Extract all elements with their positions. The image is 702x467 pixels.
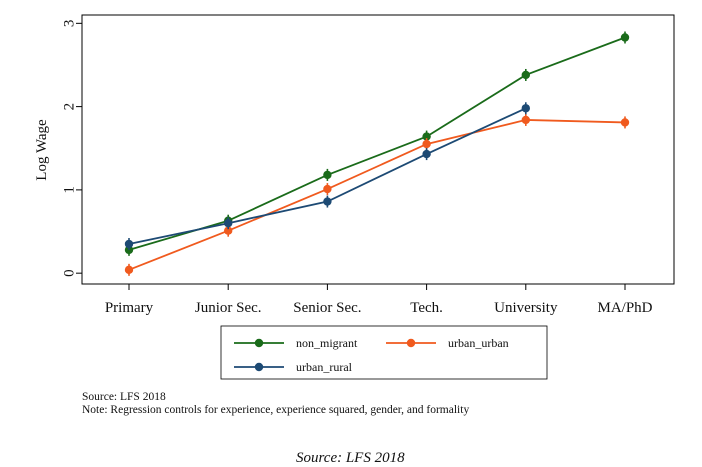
data-point — [323, 197, 332, 206]
y-axis-label: Log Wage — [34, 119, 50, 181]
series-layer — [124, 31, 630, 276]
data-point — [323, 184, 332, 194]
y-axis: 0 1 2 3 — [61, 20, 82, 277]
legend-item-urban-urban: urban_urban — [386, 336, 509, 350]
x-tick-label: Tech. — [410, 300, 443, 316]
data-point — [422, 149, 431, 159]
x-tick-label: Senior Sec. — [293, 300, 361, 316]
x-axis: Primary Junior Sec. Senior Sec. Tech. Univer… — [105, 284, 653, 316]
plot-frame — [81, 14, 675, 285]
legend: non_migrant urban_urban urban_rural — [234, 336, 509, 374]
series-urban-rural — [124, 102, 530, 251]
legend-item-urban-rural: urban_rural — [234, 360, 353, 374]
y-tick-label: 2 — [61, 103, 77, 111]
data-point — [224, 219, 233, 228]
data-point — [224, 226, 233, 235]
x-tick-label: Junior Sec. — [195, 300, 262, 316]
data-point — [422, 132, 431, 141]
data-point — [620, 118, 630, 127]
x-tick-label: Primary — [105, 300, 154, 316]
y-tick-label: 1 — [61, 186, 77, 194]
regression-note: Note: Regression controls for experience… — [82, 404, 470, 416]
source-note: Source: LFS 2018 — [82, 391, 166, 403]
data-point — [422, 139, 431, 149]
data-point — [521, 70, 530, 80]
series-line — [128, 36, 626, 251]
legend-swatch-marker — [406, 338, 416, 348]
data-point — [124, 265, 134, 275]
legend-label: urban_rural — [296, 360, 353, 374]
y-tick-label: 0 — [61, 269, 77, 277]
data-point — [620, 33, 630, 42]
legend-swatch-marker — [254, 338, 264, 348]
y-tick-label: 3 — [61, 20, 77, 28]
legend-label: non_migrant — [296, 336, 358, 350]
x-tick-label: University — [494, 300, 558, 316]
legend-box — [220, 325, 548, 380]
legend-label: urban_urban — [448, 336, 509, 350]
data-point — [521, 104, 530, 113]
series-urban-urban — [124, 113, 630, 276]
series-line — [128, 119, 626, 271]
data-point — [521, 115, 530, 125]
data-point — [124, 239, 134, 249]
data-point — [323, 170, 332, 180]
legend-item-non-migrant: non_migrant — [234, 336, 358, 350]
x-tick-label: MA/PhD — [597, 300, 652, 316]
legend-swatch-marker — [254, 362, 264, 372]
